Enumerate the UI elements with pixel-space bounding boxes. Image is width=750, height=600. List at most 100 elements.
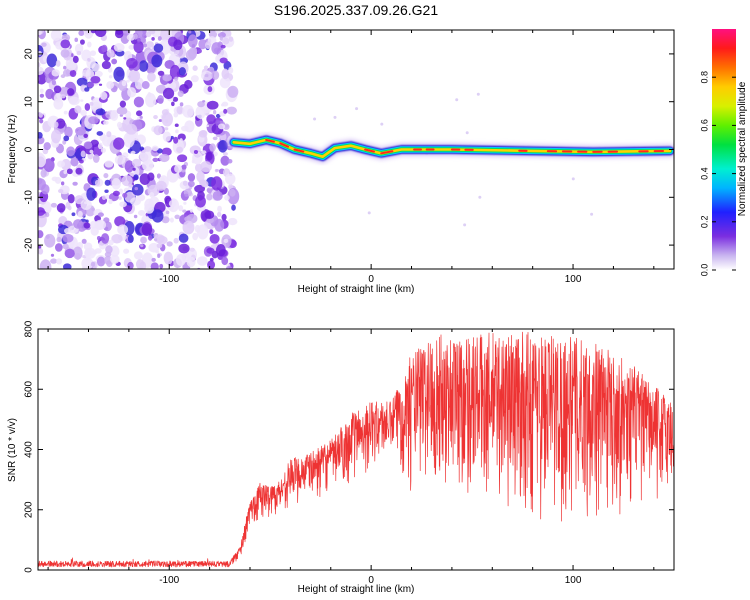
noise-blob	[64, 228, 71, 234]
noise-blob	[180, 125, 189, 132]
noise-blob	[173, 39, 183, 51]
noise-blob	[60, 181, 65, 186]
noise-blob	[96, 256, 106, 267]
noise-blob	[101, 134, 113, 147]
noise-blob	[137, 210, 146, 216]
noise-blob	[40, 169, 47, 178]
trace-hotspot	[380, 150, 394, 155]
noise-blob	[121, 175, 133, 187]
noise-blob	[153, 115, 158, 120]
noise-blob	[141, 223, 153, 236]
noise-blob	[151, 54, 163, 68]
noise-blob	[106, 131, 112, 138]
noise-speck	[455, 98, 459, 102]
noise-blob	[38, 30, 42, 36]
noise-blob	[187, 34, 198, 48]
noise-speck	[571, 177, 575, 181]
noise-blob	[161, 147, 172, 156]
noise-blob	[168, 199, 177, 207]
noise-blob	[166, 241, 173, 247]
noise-blob	[98, 83, 103, 86]
noise-blob	[134, 187, 139, 191]
noise-blob	[80, 99, 84, 102]
noise-blob	[89, 149, 94, 154]
noise-blob	[60, 39, 71, 49]
snr-ytick-label: 400	[24, 441, 35, 458]
snr-ytick-label: 600	[24, 380, 35, 397]
noise-blob	[117, 224, 129, 235]
noise-blob	[57, 188, 64, 194]
noise-blob	[149, 192, 155, 198]
noise-blob	[133, 251, 143, 260]
noise-blob	[96, 235, 101, 241]
noise-blob	[38, 245, 42, 249]
noise-blob	[198, 38, 207, 50]
noise-blob	[133, 214, 138, 219]
noise-speck	[465, 131, 469, 135]
noise-blob	[223, 238, 229, 243]
noise-blob	[209, 233, 220, 244]
noise-blob	[181, 252, 190, 263]
noise-blob	[192, 151, 203, 165]
noise-blob	[38, 50, 42, 56]
noise-blob	[73, 219, 84, 229]
noise-blob	[133, 96, 144, 108]
noise-blob	[126, 57, 138, 69]
noise-blob	[89, 50, 97, 56]
noise-blob	[72, 181, 78, 186]
spectrogram-ylabel: Frequency (Hz)	[7, 115, 18, 184]
noise-blob	[38, 153, 47, 168]
noise-blob	[217, 31, 226, 38]
noise-blob	[90, 261, 96, 267]
noise-blob	[211, 70, 220, 80]
noise-blob	[72, 55, 79, 64]
noise-blob	[71, 212, 76, 217]
frequency-trace	[227, 133, 674, 164]
noise-blob	[78, 159, 84, 164]
noise-blob	[79, 146, 86, 153]
noise-blob	[161, 216, 170, 224]
noise-blob	[62, 243, 69, 250]
noise-blob	[140, 244, 144, 248]
noise-blob	[38, 61, 41, 68]
noise-blob	[175, 129, 179, 134]
noise-blob	[221, 213, 227, 221]
noise-blob	[204, 41, 212, 50]
noise-blob	[157, 94, 164, 105]
noise-blob	[212, 136, 218, 141]
noise-blob	[67, 205, 72, 211]
snr-xtick-label: 0	[368, 575, 374, 586]
noise-blob	[179, 102, 184, 107]
noise-speck	[380, 122, 384, 126]
noise-blob	[53, 85, 62, 94]
noise-blob	[67, 88, 75, 96]
noise-blob	[76, 77, 88, 87]
noise-blob	[106, 81, 115, 90]
noise-blob	[110, 109, 119, 121]
noise-blob	[80, 109, 87, 117]
noise-blob	[209, 229, 214, 235]
noise-blob	[200, 180, 209, 188]
noise-blob	[162, 74, 172, 82]
colorbar-label: Normalized spectral amplitude	[737, 81, 748, 216]
noise-blob	[176, 146, 184, 153]
trace-hotspot	[265, 138, 275, 143]
noise-blob	[226, 106, 237, 115]
noise-blob	[75, 126, 86, 136]
noise-blob	[165, 210, 170, 215]
noise-blob	[112, 190, 120, 197]
noise-blob	[211, 42, 222, 55]
snr-panel: -100 0 100 0 200 400 600 800 Height of straight…	[7, 320, 675, 595]
colorbar-tick-label: 0.6	[699, 119, 709, 132]
noise-blob	[159, 30, 172, 42]
noise-blob	[39, 93, 45, 98]
spectrogram-ytick-label: -20	[24, 237, 35, 252]
noise-blob	[219, 57, 228, 64]
noise-blob	[80, 39, 85, 45]
noise-blob	[196, 256, 208, 266]
noise-blob	[174, 123, 179, 128]
noise-blob	[51, 129, 62, 144]
noise-blob	[195, 105, 206, 119]
noise-blob	[133, 33, 138, 40]
noise-blob	[127, 234, 134, 243]
